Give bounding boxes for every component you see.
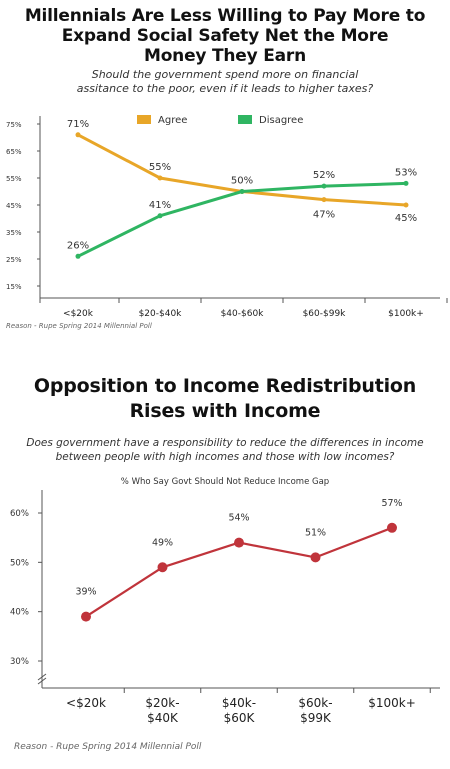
chart1-question-line: assitance to the poor, even if it leads … [76,82,374,95]
chart1-x-tick-label: <$20k [63,309,94,319]
chart2-y-tick-label: 60% [10,509,29,519]
chart2-x-tick-label: <$20k [66,696,106,710]
chart1-x-tick-label: $40-$60k [221,309,265,319]
chart1-y-tick-label: 35% [6,229,22,237]
chart2-x-tick-label: $20k- [145,696,179,710]
chart1-data-label: 71% [67,119,89,130]
chart2-data-point [81,611,91,622]
chart1-data-label: 50% [231,176,253,187]
chart2-axis-break [37,673,47,681]
chart2-x-tick-label: $60k- [298,696,332,710]
chart1-data-label: 45% [395,213,417,224]
chart2-question-line: between people with high incomes and tho… [55,451,395,463]
chart2-data-label: 54% [228,513,249,524]
chart2-data-label: 49% [152,537,173,548]
chart1-title-line: Money They Earn [143,46,307,66]
chart2-x-tick-label: $40k- [222,696,256,710]
chart1-legend-swatch [137,115,151,124]
chart2-x-tick-label: $40K [147,711,179,725]
chart1-data-label: 55% [149,162,171,173]
chart2-data-point [387,522,397,533]
chart2-x-tick-label: $100k+ [368,696,416,710]
chart1-data-point [239,189,245,194]
chart1-title-line: Millennials Are Less Willing to Pay More… [24,6,426,26]
chart1-data-label: 26% [67,240,89,251]
chart1-plot: 75% 65% 55% 45% 35% 25% 15% <$20k $20-$40k $40-$6… [6,115,448,319]
chart1-source: Reason - Rupe Spring 2014 Millennial Pol… [6,322,152,330]
chart2-title-line: Rises with Income [129,400,321,422]
chart2-question-line: Does government have a responsibility to… [26,437,424,449]
chart1-data-point [321,197,327,203]
chart2-source: Reason - Rupe Spring 2014 Millennial Pol… [14,742,202,752]
chart1-data-label: 52% [313,170,335,181]
chart2-y-tick-label: 40% [10,608,29,618]
chart2-data-label: 39% [75,587,96,598]
chart2-y-tick-label: 50% [10,558,29,568]
chart2-series-label: % Who Say Govt Should Not Reduce Income … [121,477,329,487]
chart2-title-line: Opposition to Income Redistribution [33,375,417,397]
chart2-data-point [310,552,321,563]
chart1-y-tick-label: 55% [6,175,22,183]
chart2-title: Opposition to Income Redistribution Rise… [0,374,450,424]
chart1-question: Should the government spend more on fina… [0,68,450,96]
chart2-axis-break [37,677,47,685]
chart1-y-tick-label: 75% [6,121,22,129]
chart1-data-label: 41% [149,200,171,211]
chart1-x-tick-label: $60-$99k [303,309,347,319]
chart1-data-point [157,175,163,181]
chart1-y-tick-label: 45% [6,202,22,210]
chart2-question: Does government have a responsibility to… [0,436,450,464]
chart1-data-label: 47% [313,210,335,221]
chart1-y-tick-label: 65% [6,148,22,156]
chart1-x-tick-label: $100k+ [388,309,424,319]
chart1-x-tick-label: $20-$40k [139,309,183,319]
chart1-y-tick-label: 15% [6,283,22,291]
chart2-x-tick-label: $60K [224,711,256,725]
chart1-data-point [157,213,163,219]
chart1-question-line: Should the government spend more on fina… [91,68,359,81]
chart1-legend-label: Agree [158,115,187,126]
chart2-data-label: 57% [381,498,402,509]
chart1-data-point [321,183,327,189]
chart1-legend-label: Disagree [259,115,303,126]
chart2-x-tick-label: $99K [300,711,332,725]
chart1-data-point [75,253,81,259]
chart1-title: Millennials Are Less Willing to Pay More… [0,6,450,66]
chart1-data-point [403,180,409,186]
chart1-legend-swatch [238,115,252,124]
chart1-y-tick-label: 25% [6,256,22,264]
chart2-data-point [234,537,244,548]
chart2-data-point [157,562,168,573]
chart1-data-point [75,132,81,138]
chart2-data-label: 51% [305,527,326,538]
chart1-data-point [403,202,409,208]
chart2-y-tick-label: 30% [10,657,29,667]
chart1-title-line: Expand Social Safety Net the More [61,26,389,46]
chart1-data-label: 53% [395,167,417,178]
